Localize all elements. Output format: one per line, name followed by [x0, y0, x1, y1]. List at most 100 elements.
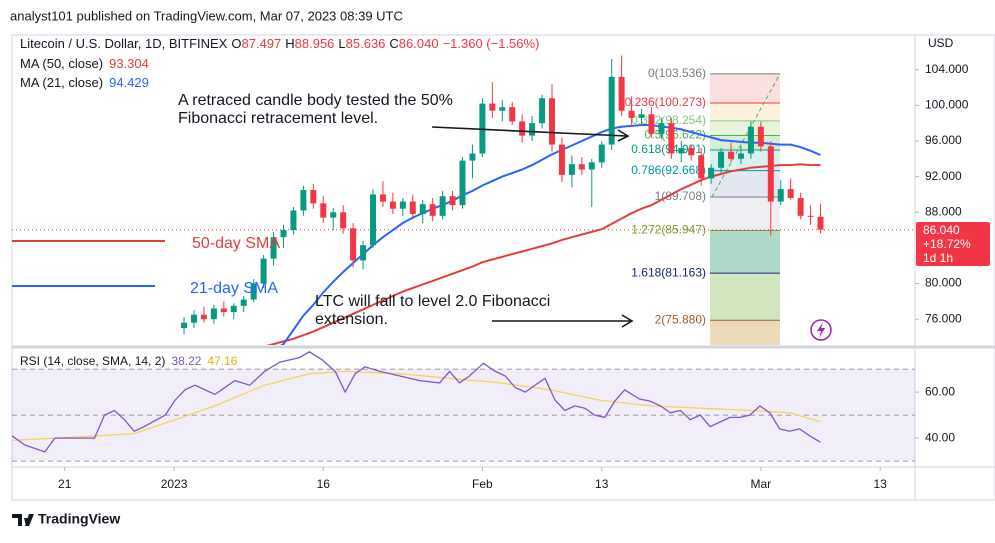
candle-body [320, 203, 327, 218]
annotation: extension. [315, 311, 388, 328]
candle-body [519, 121, 526, 136]
candle-body [817, 216, 824, 230]
fib-band [710, 320, 780, 345]
candle-body [330, 212, 337, 218]
logo-mark [12, 514, 34, 526]
candle-body [340, 212, 347, 229]
ma-value: 94.429 [109, 75, 149, 90]
y-tick-label: 96.000 [925, 133, 962, 147]
ohlc-value: 87.497 [241, 36, 281, 51]
y-tick-label: 80.000 [925, 276, 962, 290]
footer-logo [12, 514, 34, 526]
annotation: Fibonacci retracement level. [178, 110, 378, 127]
ohlc-label: H [285, 36, 294, 51]
candle-body [549, 98, 556, 145]
candle-body [419, 204, 426, 215]
candle-body [777, 189, 784, 202]
fib-label: 1(89.708) [655, 189, 706, 203]
candle-body [449, 196, 456, 206]
rsi-line [12, 351, 821, 453]
last-price-change: +18.72% [923, 237, 971, 251]
candle-body [489, 103, 496, 111]
overlay: 76.000 80.000 88.000 92.000 96.000 100.000 104… [12, 36, 990, 491]
candle-body [210, 308, 217, 320]
x-tick-label: 21 [58, 477, 72, 491]
legend-note: 21-day SMA [190, 280, 278, 297]
candle-body [718, 151, 725, 168]
ohlc-value: 86.040 [399, 36, 439, 51]
candle-body [708, 167, 715, 179]
candle-body [350, 228, 357, 261]
rsi-tick-label: 60.00 [925, 384, 955, 398]
candle-body [439, 196, 446, 216]
symbol-legend: Litecoin / U.S. Dollar, 1D, BITFINEX O87.… [20, 36, 539, 51]
candle-body [280, 230, 287, 238]
candle-body [250, 283, 257, 300]
ohlc-value: 88.956 [295, 36, 335, 51]
candle-body [797, 198, 804, 216]
candle-body [807, 215, 814, 217]
candle-body [290, 210, 297, 231]
candle-body [539, 98, 546, 124]
rsi-pane [12, 351, 915, 462]
x-tick-label: 16 [317, 477, 331, 491]
change: −1.360 (−1.56%) [443, 36, 540, 51]
annotation: A retraced candle body tested the 50% [178, 92, 453, 109]
frame [11, 34, 995, 501]
candle-body [787, 189, 794, 199]
candle-body [638, 114, 645, 118]
candle-body [658, 123, 665, 134]
last-price-countdown: 1d 1h [923, 251, 953, 265]
arrow-head [617, 129, 630, 142]
legend-note: 50-day SMA [192, 235, 280, 252]
candle-body [688, 148, 695, 156]
fib-band [710, 73, 780, 103]
candle-body [409, 201, 416, 215]
candle-body [499, 107, 506, 111]
candle-body [370, 194, 377, 246]
last-price-label: 86.040 [923, 223, 960, 237]
y-tick-label: 104.000 [925, 62, 969, 76]
y-tick-label: 100.000 [925, 98, 969, 112]
candle-body [668, 123, 675, 154]
fib-band [710, 102, 780, 121]
symbol: Litecoin / U.S. Dollar, 1D, BITFINEX [20, 36, 228, 51]
alert-bolt [817, 322, 825, 338]
y-tick-label: 88.000 [925, 204, 962, 218]
rsi-value: 38.22 [171, 354, 201, 368]
candle-body [220, 308, 227, 313]
fib-trend [711, 73, 781, 198]
x-tick-label: Feb [472, 477, 493, 491]
candle-body [678, 148, 685, 154]
candle-body [240, 299, 247, 306]
candle-body [230, 305, 237, 313]
candle-body [558, 144, 565, 175]
candle-body [568, 164, 575, 175]
candle-body [459, 160, 466, 206]
fib-band [710, 273, 780, 321]
rsi-tick-label: 40.00 [925, 430, 955, 444]
candle-body [181, 322, 188, 329]
moving-average [280, 124, 821, 345]
currency-label: USD [928, 36, 954, 50]
ohlc-label: L [338, 36, 345, 51]
candle-body [300, 190, 307, 211]
candle-body [360, 245, 367, 261]
candle-body [578, 164, 585, 170]
candle-body [469, 153, 476, 161]
annotation: LTC will fall to level 2.0 Fibonacci [315, 293, 550, 310]
arrow [431, 126, 627, 137]
arrows [431, 126, 634, 328]
candle-body [648, 114, 655, 134]
y-tick-label: 92.000 [925, 169, 962, 183]
ma-name: MA (21, close) [20, 75, 103, 90]
fib-label: 0.786(92.668) [631, 163, 706, 177]
candle-body [737, 153, 744, 159]
alert-icon [810, 319, 832, 341]
footer-brand: TradingView [38, 511, 120, 527]
candle-body [260, 258, 267, 284]
candle-body [529, 123, 536, 136]
fib-band [710, 197, 780, 231]
candle-body [767, 146, 774, 202]
x-tick-label: Mar [751, 477, 772, 491]
